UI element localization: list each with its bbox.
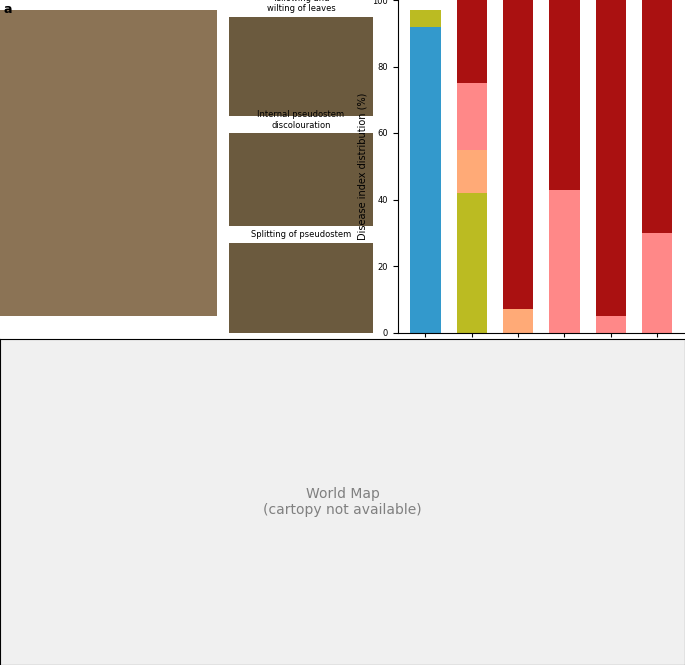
Text: World Map
(cartopy not available): World Map (cartopy not available) bbox=[263, 487, 422, 517]
Text: Splitting of pseudostem: Splitting of pseudostem bbox=[251, 230, 351, 239]
Text: Yellowing and
wilting of leaves: Yellowing and wilting of leaves bbox=[266, 0, 335, 13]
Bar bbox=[549, 0, 580, 190]
Bar bbox=[410, 10, 440, 27]
Y-axis label: Disease index distribution (%): Disease index distribution (%) bbox=[358, 92, 368, 240]
Text: a: a bbox=[4, 3, 12, 17]
Bar bbox=[457, 193, 487, 332]
Bar bbox=[457, 83, 487, 150]
FancyBboxPatch shape bbox=[229, 243, 373, 332]
FancyBboxPatch shape bbox=[229, 133, 373, 226]
Bar bbox=[596, 0, 626, 316]
Bar bbox=[642, 0, 672, 233]
Bar bbox=[457, 150, 487, 193]
Bar bbox=[503, 0, 533, 309]
Bar bbox=[549, 190, 580, 332]
Bar bbox=[503, 309, 533, 332]
Bar bbox=[642, 233, 672, 332]
Bar bbox=[457, 0, 487, 83]
FancyBboxPatch shape bbox=[229, 17, 373, 116]
FancyBboxPatch shape bbox=[0, 339, 685, 665]
Bar bbox=[410, 27, 440, 333]
Text: Internal pseudostem
discolouration: Internal pseudostem discolouration bbox=[258, 110, 345, 130]
Bar bbox=[596, 316, 626, 332]
FancyBboxPatch shape bbox=[0, 10, 217, 316]
